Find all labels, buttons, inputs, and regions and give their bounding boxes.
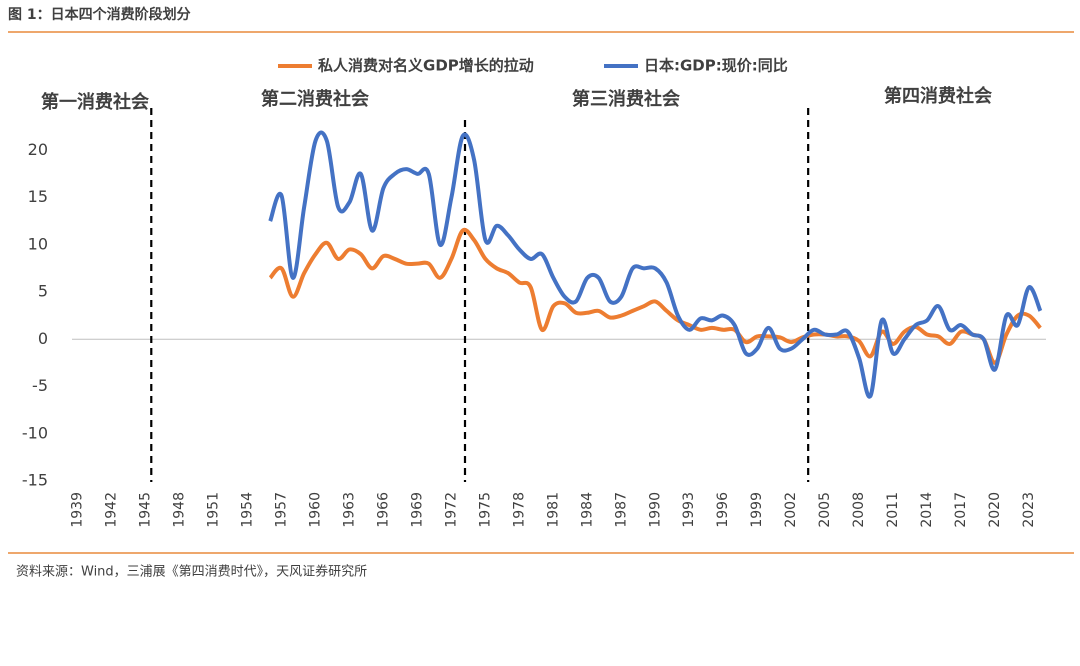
x-tick-label: 1987 (613, 492, 629, 528)
x-tick-label: 1960 (308, 492, 324, 528)
x-tick-label: 1945 (138, 492, 154, 528)
x-tick-label: 2023 (1021, 492, 1037, 528)
stage-label: 第二消费社会 (261, 88, 369, 110)
x-tick-label: 1981 (545, 492, 561, 528)
x-tick-label: 1993 (681, 492, 697, 528)
x-tick-label: 1978 (511, 492, 527, 528)
x-tick-label: 1975 (477, 492, 493, 528)
y-tick-label: 0 (38, 329, 48, 348)
series-line (268, 227, 1042, 365)
legend-label: 日本:GDP:现价:同比 (644, 57, 788, 75)
y-tick-label: 5 (38, 282, 48, 301)
x-tick-label: 1963 (341, 492, 357, 528)
x-tick-label: 1984 (579, 492, 595, 528)
stage-label: 第一消费社会 (41, 91, 149, 113)
x-tick-label: 1990 (647, 492, 663, 528)
y-tick-label: 10 (28, 234, 48, 253)
stage-label: 第四消费社会 (884, 85, 992, 107)
x-tick-label: 2017 (953, 492, 969, 528)
y-tick-label: -10 (22, 423, 48, 442)
x-tick-label: 1996 (715, 492, 731, 528)
x-tick-label: 1954 (240, 492, 256, 528)
x-tick-label: 1957 (274, 492, 290, 528)
x-tick-label: 1942 (104, 492, 120, 528)
x-tick-label: 1939 (70, 492, 86, 528)
y-tick-label: -15 (22, 471, 48, 490)
x-tick-label: 2014 (919, 492, 935, 528)
stage-label: 第三消费社会 (572, 88, 680, 110)
x-tick-label: 1972 (443, 492, 459, 528)
x-tick-label: 1948 (172, 492, 188, 528)
x-tick-label: 1966 (375, 492, 391, 528)
x-tick-label: 1951 (206, 492, 222, 528)
legend-label: 私人消费对名义GDP增长的拉动 (317, 57, 534, 75)
y-tick-label: -5 (32, 376, 48, 395)
series-line (268, 130, 1043, 399)
x-tick-label: 2008 (851, 492, 867, 528)
x-tick-label: 2002 (783, 492, 799, 528)
figure-title: 图 1：日本四个消费阶段划分 (8, 6, 191, 23)
source-note: 资料来源：Wind，三浦展《第四消费时代》，天风证券研究所 (16, 564, 367, 580)
y-tick-label: 20 (28, 140, 48, 159)
x-tick-label: 2005 (817, 492, 833, 528)
x-tick-label: 2020 (987, 492, 1003, 528)
x-tick-label: 1969 (409, 492, 425, 528)
x-tick-label: 2011 (885, 492, 901, 528)
y-tick-label: 15 (28, 187, 48, 206)
x-tick-label: 1999 (749, 492, 765, 528)
